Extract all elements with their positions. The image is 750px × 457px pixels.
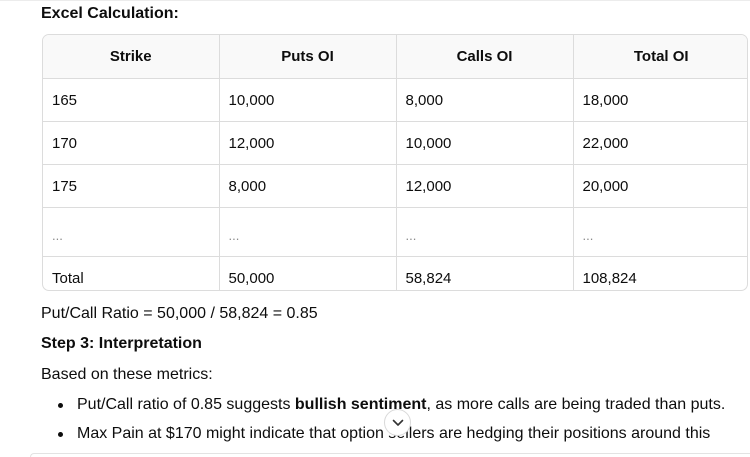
table-cell: ... — [43, 207, 220, 257]
table-cell: Total — [43, 256, 220, 290]
scroll-to-bottom-button[interactable] — [384, 409, 411, 436]
table-cell: 22,000 — [573, 121, 747, 165]
table-cell: 170 — [43, 121, 220, 165]
column-header-strike: Strike — [43, 35, 220, 79]
list-item-bold-text: bullish sentiment — [294, 396, 427, 413]
table-cell: 165 — [43, 78, 220, 122]
ratio-formula-text: Put/Call Ratio = 50,000 / 58,824 = 0.85 — [41, 305, 318, 322]
list-item-text-start: Put/Call ratio of 0.85 suggests — [77, 396, 295, 413]
column-header-puts-oi: Puts OI — [219, 35, 397, 79]
column-header-total-oi: Total OI — [573, 35, 747, 79]
table-cell: 8,000 — [219, 164, 397, 208]
table-row: 175 8,000 12,000 20,000 — [43, 164, 747, 208]
table-cell: 10,000 — [396, 121, 574, 165]
data-table: Strike Puts OI Calls OI Total OI 165 10,… — [42, 34, 748, 291]
column-header-calls-oi: Calls OI — [396, 35, 574, 79]
list-item-text: Put/Call ratio of 0.85 suggests bullish … — [77, 395, 725, 415]
intro-text: Based on these metrics: — [41, 366, 213, 383]
table-row: 170 12,000 10,000 22,000 — [43, 121, 747, 165]
table-cell: 108,824 — [582, 269, 637, 287]
table-cell: 50,000 — [219, 256, 397, 290]
section-heading: Excel Calculation: — [41, 5, 179, 22]
table-row-total: Total 50,000 58,824 108,824 — [43, 256, 747, 290]
table-row: ... ... ... ... — [43, 207, 747, 257]
table-header-row: Strike Puts OI Calls OI Total OI — [43, 35, 747, 79]
table-cell: 20,000 — [573, 164, 747, 208]
table-row: 165 10,000 8,000 18,000 — [43, 78, 747, 122]
table-cell: 12,000 — [396, 164, 574, 208]
step-heading: Step 3: Interpretation — [41, 335, 202, 352]
top-divider — [0, 0, 750, 1]
chevron-down-icon — [392, 419, 403, 426]
table-cell: ... — [573, 207, 747, 257]
bullet-dot-icon — [58, 432, 63, 437]
table-cell: 18,000 — [573, 78, 747, 122]
table-cell: 8,000 — [396, 78, 574, 122]
table-cell: 175 — [43, 164, 220, 208]
bullet-dot-icon — [58, 403, 63, 408]
table-cell: 12,000 — [219, 121, 397, 165]
table-cell: 58,824 — [396, 256, 574, 290]
table-cell: ... — [219, 207, 397, 257]
list-item-text-end: , as more calls are being traded than pu… — [426, 396, 726, 413]
table-cell: ... — [396, 207, 574, 257]
composer-edge — [30, 453, 750, 457]
table-cell: 10,000 — [219, 78, 397, 122]
